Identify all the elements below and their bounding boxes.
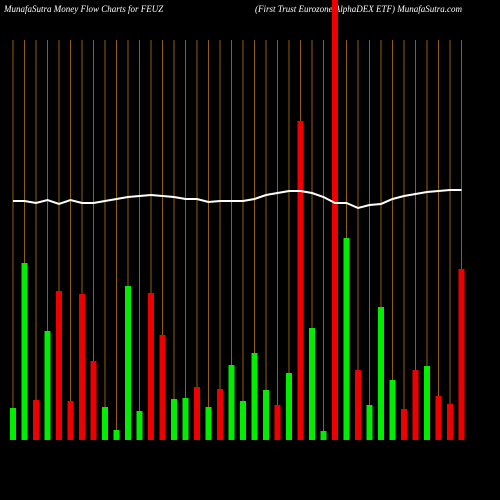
bar [297, 121, 304, 440]
bar [136, 411, 143, 440]
bar [113, 430, 120, 440]
bar [56, 291, 62, 440]
bar [263, 390, 269, 440]
bar [355, 370, 361, 440]
bar [286, 373, 292, 440]
bar [343, 238, 350, 440]
bar [90, 361, 97, 440]
bar [458, 269, 465, 440]
bar [79, 294, 85, 440]
bar [447, 404, 453, 440]
bar [148, 293, 154, 440]
chart-subtitle: (First Trust Eurozone AlphaDEX ETF) Muna… [255, 4, 463, 14]
bar [424, 366, 430, 440]
bar [389, 380, 396, 440]
bar [171, 399, 177, 440]
bar [217, 389, 223, 440]
bar [10, 408, 16, 440]
bar [320, 431, 327, 440]
bar [102, 407, 108, 440]
bar [228, 365, 235, 440]
chart-title: MunafaSutra Money Flow Charts for FEUZ [3, 4, 164, 14]
bar [44, 331, 51, 440]
bar [182, 398, 189, 440]
price-line [13, 189, 462, 210]
bar [435, 396, 442, 440]
bar [67, 401, 74, 440]
bar [159, 335, 166, 440]
bar [21, 263, 28, 440]
bar [332, 0, 338, 440]
bar [240, 401, 246, 440]
bar [251, 353, 258, 440]
bar [366, 405, 373, 440]
bar [412, 370, 419, 440]
bar [33, 400, 39, 440]
bar [401, 409, 407, 440]
bar [309, 328, 315, 440]
bar [125, 286, 131, 440]
bar [194, 387, 200, 440]
bar [274, 405, 281, 440]
bar [378, 307, 384, 440]
bar [205, 407, 212, 440]
